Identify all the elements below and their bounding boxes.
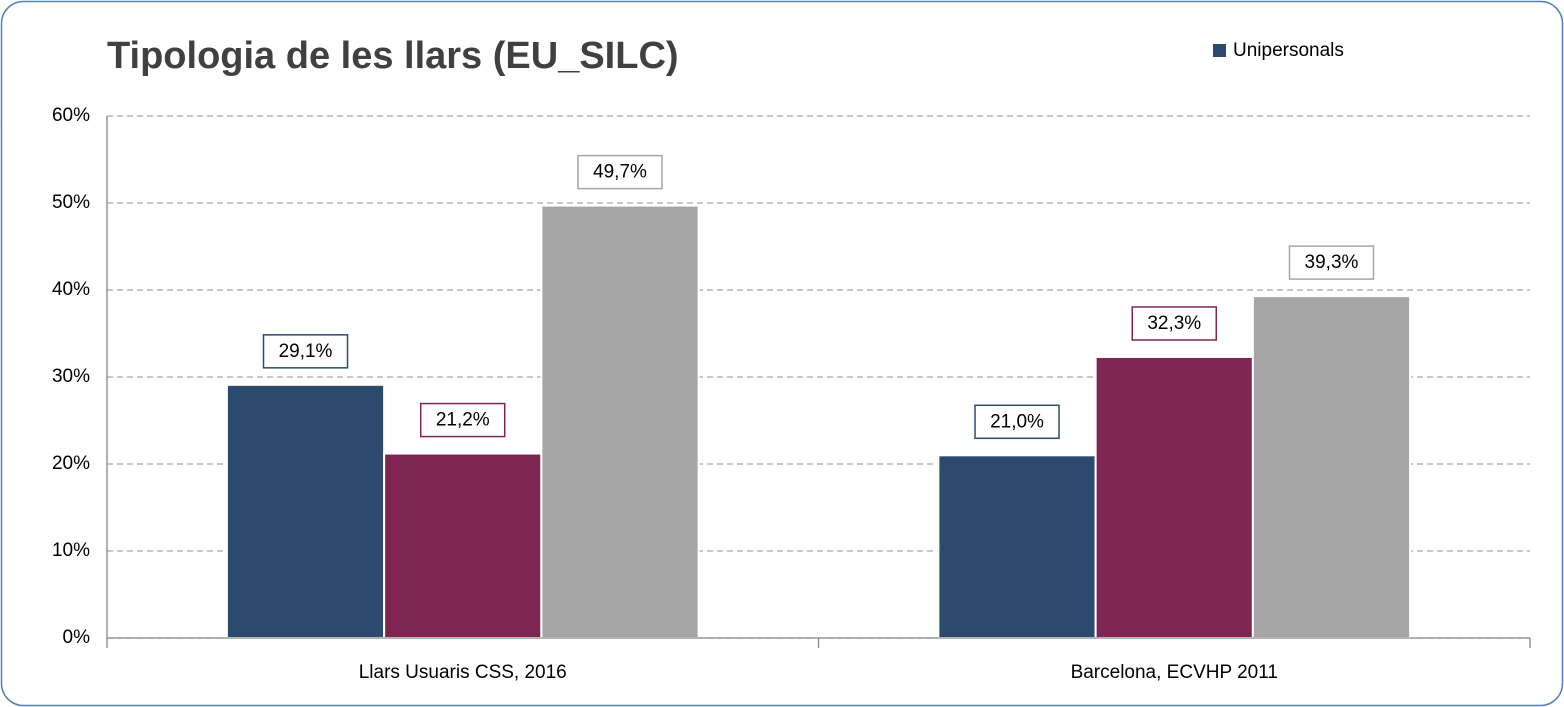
value-label-box — [262, 334, 349, 369]
value-label-box — [1131, 306, 1217, 341]
value-label: 29,1% — [279, 341, 333, 362]
y-tick-label: 60% — [52, 105, 90, 126]
value-label: 32,3% — [1147, 313, 1201, 334]
y-tick-label: 0% — [63, 627, 91, 648]
y-tick-label: 40% — [52, 279, 90, 300]
value-label-box — [420, 402, 506, 438]
legend-swatch — [1213, 44, 1226, 57]
legend-label: Unipersonals — [1233, 40, 1344, 61]
bar — [1094, 355, 1254, 639]
bar — [225, 383, 386, 639]
value-label: 39,3% — [1305, 252, 1359, 273]
y-tick-label: 50% — [52, 192, 90, 213]
bar — [383, 452, 543, 639]
x-tick-label: Barcelona, ECVHP 2011 — [1071, 662, 1278, 683]
value-label-box — [1288, 245, 1375, 280]
value-label: 21,2% — [436, 410, 490, 431]
value-label-box — [974, 404, 1060, 440]
value-label: 49,7% — [593, 162, 647, 183]
bar — [1251, 295, 1412, 639]
y-tick-label: 30% — [52, 366, 90, 387]
y-tick-label: 20% — [52, 453, 90, 474]
bar — [540, 204, 700, 640]
chart-title: Tipologia de les llars (EU_SILC) — [107, 35, 679, 77]
x-tick-label: Llars Usuaris CSS, 2016 — [359, 662, 567, 683]
value-label: 21,0% — [990, 411, 1044, 432]
bar — [937, 454, 1097, 639]
value-label-box — [577, 154, 663, 190]
y-tick-label: 10% — [52, 540, 90, 561]
